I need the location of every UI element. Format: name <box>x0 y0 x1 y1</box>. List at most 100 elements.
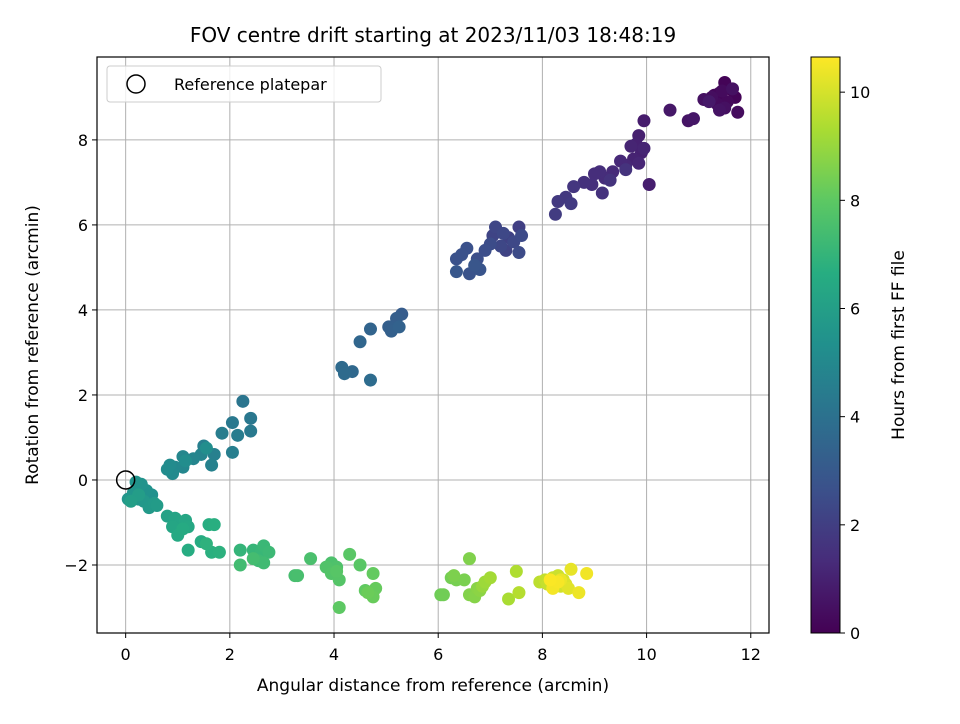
data-point <box>236 394 250 408</box>
x-tick-label: 10 <box>636 645 656 664</box>
data-point <box>462 552 476 566</box>
x-axis-label: Angular distance from reference (arcmin) <box>257 676 609 696</box>
data-point <box>199 441 213 455</box>
data-point <box>343 547 357 561</box>
data-point <box>468 258 482 272</box>
data-point <box>572 586 586 600</box>
data-point <box>619 163 633 177</box>
data-point <box>160 462 174 476</box>
data-point <box>363 322 377 336</box>
data-point <box>231 428 245 442</box>
data-point <box>179 454 193 468</box>
data-point <box>561 581 575 595</box>
data-point <box>713 103 727 117</box>
data-point <box>637 141 651 155</box>
data-point <box>642 178 656 192</box>
data-point <box>548 207 562 221</box>
y-tick-label: 6 <box>78 216 88 235</box>
grid-lines <box>97 57 769 633</box>
data-point <box>512 246 526 260</box>
legend-reference-icon <box>126 74 146 94</box>
data-point <box>663 103 677 117</box>
data-point <box>246 552 260 566</box>
data-point <box>304 552 318 566</box>
data-point <box>233 543 247 557</box>
data-point <box>551 195 565 209</box>
data-point <box>244 411 258 425</box>
data-point <box>512 586 526 600</box>
data-point <box>436 588 450 602</box>
data-point <box>595 186 609 200</box>
data-point <box>564 562 578 576</box>
colorbar-gradient <box>810 56 841 634</box>
colorbar: 0 2 4 6 8 10 Hours from first FF file <box>810 56 909 643</box>
data-point <box>361 586 375 600</box>
data-point <box>637 114 651 128</box>
data-point <box>363 373 377 387</box>
data-point <box>225 416 239 430</box>
data-point <box>447 569 461 583</box>
data-point <box>567 180 581 194</box>
data-point <box>366 566 380 580</box>
legend-box <box>106 65 382 103</box>
data-point <box>449 252 463 266</box>
data-point <box>207 518 221 532</box>
legend: Reference platepar <box>106 65 382 103</box>
data-point <box>212 545 226 559</box>
x-axis-ticks: 0 2 4 6 8 10 12 <box>121 633 761 664</box>
data-point <box>715 84 729 98</box>
reference-platepar-marker <box>115 470 136 490</box>
data-point <box>587 167 601 181</box>
colorbar-tick-label: 2 <box>850 516 860 535</box>
legend-label: Reference platepar <box>174 75 327 94</box>
data-point <box>291 569 305 583</box>
data-point <box>225 445 239 459</box>
data-point <box>509 564 523 578</box>
colorbar-ticks: 0 2 4 6 8 10 <box>840 83 870 643</box>
x-tick-label: 6 <box>433 645 443 664</box>
y-axis-ticks: −2 0 2 4 6 8 <box>64 131 97 575</box>
data-point <box>244 424 258 438</box>
data-point <box>332 600 346 614</box>
data-point <box>686 112 700 126</box>
colorbar-tick-label: 4 <box>850 408 860 427</box>
data-point <box>176 522 190 536</box>
x-tick-label: 8 <box>537 645 547 664</box>
data-point <box>564 197 578 211</box>
data-point <box>353 558 367 572</box>
colorbar-label: Hours from first FF file <box>889 250 909 440</box>
y-tick-label: 0 <box>78 471 88 490</box>
data-point <box>496 226 510 240</box>
data-point <box>577 175 591 189</box>
x-tick-label: 0 <box>121 645 131 664</box>
data-point <box>392 320 406 334</box>
data-point <box>215 426 229 440</box>
data-point <box>353 335 367 349</box>
data-point <box>205 458 219 472</box>
data-point <box>233 558 247 572</box>
y-tick-label: 4 <box>78 301 88 320</box>
data-point <box>632 156 646 170</box>
data-point <box>494 239 508 253</box>
data-point <box>726 82 740 96</box>
colorbar-tick-label: 6 <box>850 299 860 318</box>
x-tick-label: 4 <box>329 645 339 664</box>
x-tick-label: 12 <box>741 645 761 664</box>
data-point <box>580 566 594 580</box>
data-point <box>515 229 529 243</box>
data-point <box>262 545 276 559</box>
data-point <box>731 105 745 119</box>
data-point <box>624 139 638 153</box>
data-point <box>181 543 195 557</box>
data-point <box>124 494 138 508</box>
data-point <box>337 367 351 381</box>
data-point <box>483 571 497 585</box>
data-point <box>603 173 617 187</box>
data-point <box>150 498 164 512</box>
data-point <box>702 95 716 109</box>
data-point <box>478 243 492 257</box>
data-point <box>457 573 471 587</box>
data-point <box>502 592 516 606</box>
data-point <box>543 573 557 587</box>
